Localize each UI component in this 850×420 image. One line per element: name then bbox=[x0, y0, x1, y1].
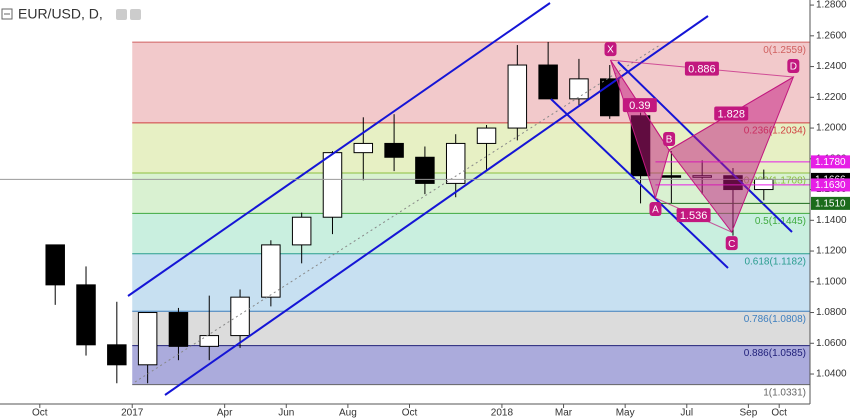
candle-body bbox=[661, 175, 682, 178]
price-tag bbox=[811, 196, 850, 210]
y-tick-label: 1.1400 bbox=[816, 215, 847, 226]
point-box bbox=[787, 59, 800, 74]
x-tick-label: 2017 bbox=[121, 408, 144, 419]
ratio-label: 1.828 bbox=[717, 108, 745, 120]
symbol-title: EUR/USD, D, bbox=[18, 6, 103, 22]
fib-label: 0.618(1.1182) bbox=[744, 256, 806, 267]
y-tick-label: 1.2400 bbox=[816, 61, 847, 72]
y-tick-label: 1.2600 bbox=[816, 30, 847, 41]
y-tick-label: 1.0600 bbox=[816, 338, 847, 349]
fib-label: 0.886(1.0585) bbox=[744, 348, 806, 359]
y-tick-label: 1.2800 bbox=[816, 0, 847, 11]
ratio-box bbox=[676, 208, 711, 223]
price-tag-label: 1.1780 bbox=[815, 157, 846, 168]
candle-body bbox=[538, 64, 558, 100]
y-tick-label: 1.0400 bbox=[816, 369, 847, 380]
price-tag-label: 1.1630 bbox=[815, 180, 846, 191]
candle-body bbox=[168, 312, 189, 347]
ratio-box bbox=[714, 106, 749, 121]
point-label: C bbox=[728, 239, 735, 250]
fib-trend-line bbox=[134, 44, 661, 383]
point-label: B bbox=[666, 135, 673, 146]
candle-body bbox=[45, 244, 65, 286]
candle-body bbox=[384, 142, 404, 158]
header: EUR/USD, D, bbox=[1, 6, 141, 22]
fib-label: 0.786(1.0808) bbox=[744, 314, 806, 325]
point-box bbox=[663, 132, 676, 147]
x-tick-label: Oct bbox=[32, 408, 48, 419]
x-tick-label: Aug bbox=[339, 408, 357, 419]
candle-body bbox=[199, 335, 219, 347]
ratio-box bbox=[622, 98, 657, 113]
point-box bbox=[725, 236, 738, 251]
ratio-label: 0.886 bbox=[688, 63, 716, 75]
fib-band bbox=[132, 42, 810, 123]
x-tick-label: Jul bbox=[680, 408, 693, 419]
candle-body bbox=[322, 152, 343, 218]
y-tick-label: 1.2200 bbox=[816, 92, 847, 103]
y-tick-label: 1.1200 bbox=[816, 246, 847, 257]
settings-icon[interactable] bbox=[116, 9, 127, 20]
price-tag-label: 1.1510 bbox=[815, 199, 846, 210]
ratio-label: 0.39 bbox=[629, 100, 650, 112]
point-box bbox=[604, 42, 617, 57]
point-label: X bbox=[607, 45, 614, 56]
point-label: D bbox=[790, 62, 797, 73]
candle-body bbox=[230, 296, 250, 337]
channel-line bbox=[550, 98, 729, 269]
x-tick-label: 2018 bbox=[491, 408, 514, 419]
candle-body bbox=[445, 142, 466, 184]
candle-body bbox=[107, 344, 127, 366]
candle-body bbox=[137, 312, 158, 366]
candle-body bbox=[415, 156, 435, 184]
x-tick-label: Mar bbox=[555, 408, 573, 419]
y-tick-label: 1.0800 bbox=[816, 307, 847, 318]
price-tag bbox=[811, 178, 850, 192]
y-tick-label: 1.2000 bbox=[816, 123, 847, 134]
candle-body bbox=[476, 127, 497, 144]
x-tick-label: Jun bbox=[278, 408, 294, 419]
candle-body bbox=[569, 78, 589, 100]
hide-icon[interactable] bbox=[130, 9, 141, 20]
fib-band bbox=[132, 345, 810, 385]
fib-label: 0(1.2559) bbox=[763, 45, 806, 56]
fib-label: 1(1.0331) bbox=[763, 387, 806, 398]
candle-body bbox=[291, 216, 312, 246]
point-label: A bbox=[652, 205, 659, 216]
candle-body bbox=[507, 64, 528, 129]
x-tick-label: Oct bbox=[771, 408, 787, 419]
fib-label: 0.382(1.1708) bbox=[744, 176, 806, 187]
x-tick-label: Sep bbox=[739, 408, 757, 419]
y-tick-label: 1.1000 bbox=[816, 276, 847, 287]
x-tick-label: May bbox=[616, 408, 635, 419]
ratio-label: 1.536 bbox=[680, 210, 708, 222]
candle-body bbox=[76, 284, 96, 346]
candle-body bbox=[353, 142, 374, 154]
point-box bbox=[649, 202, 662, 217]
x-tick-label: Apr bbox=[217, 408, 233, 419]
channel-line bbox=[127, 2, 551, 297]
price-tag bbox=[811, 155, 850, 169]
pattern-layer: 0.39 1.536 1.828 0.886 X A B C D bbox=[0, 42, 810, 251]
candle-body bbox=[261, 244, 281, 298]
fib-label: 0.236(1.2034) bbox=[744, 125, 806, 136]
x-tick-label: Oct bbox=[402, 408, 418, 419]
axes: 1.0400 1.0600 1.0800 1.1000 1.1200 1.1400 1.16… bbox=[32, 0, 850, 419]
ratio-box bbox=[684, 61, 719, 76]
price-axis bbox=[810, 0, 850, 420]
